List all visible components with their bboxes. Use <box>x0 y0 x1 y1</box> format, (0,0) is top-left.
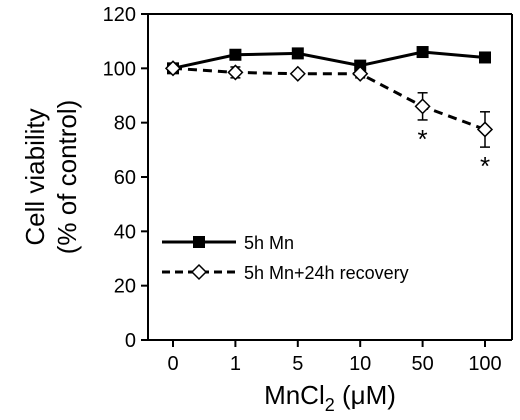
x-axis-title-subscript: 2 <box>325 395 335 415</box>
y-axis-title-line2: (% of control) <box>52 100 82 255</box>
x-axis-title-main: MnCl <box>264 380 325 410</box>
legend-marker-series-1 <box>193 236 205 248</box>
y-ticks: 0 20 40 60 80 100 120 <box>103 4 148 352</box>
annotations: ** <box>418 124 491 181</box>
y-tick-label: 40 <box>114 221 136 243</box>
legend-label-series-1: 5h Mn <box>244 233 294 253</box>
x-axis-title-unit: (μM) <box>335 380 396 410</box>
x-tick-label: 100 <box>468 353 501 375</box>
data-point-series-2 <box>164 60 182 77</box>
significance-marker: * <box>480 151 490 181</box>
y-tick-label: 60 <box>114 167 136 189</box>
series-line-1 <box>172 50 486 70</box>
data-point-series-2 <box>227 64 244 81</box>
data-point-series-1 <box>354 59 367 72</box>
y-tick-label: 100 <box>103 58 136 80</box>
x-axis-title: MnCl2 (μM) <box>264 380 396 415</box>
x-tick-label: 50 <box>411 353 433 375</box>
x-tick-label: 10 <box>349 353 371 375</box>
data-point-series-2 <box>352 65 369 82</box>
legend-label-series-2: 5h Mn+24h recovery <box>244 263 409 283</box>
x-tick-label: 0 <box>167 353 178 375</box>
data-point-series-1 <box>291 47 304 60</box>
data-point-series-1 <box>479 51 491 64</box>
legend-marker-series-2 <box>190 263 208 281</box>
x-tick-label: 1 <box>230 353 241 375</box>
legend: 5h Mn 5h Mn+24h recovery <box>162 233 409 283</box>
series-line-2 <box>172 66 486 131</box>
y-tick-label: 80 <box>114 113 136 135</box>
series-layer <box>164 46 494 148</box>
data-point-series-1 <box>229 48 242 61</box>
data-point-series-1 <box>416 46 429 59</box>
y-tick-label: 120 <box>103 4 136 26</box>
x-ticks: 0 1 5 10 50 100 <box>167 340 502 375</box>
significance-marker: * <box>418 124 428 154</box>
data-point-series-2 <box>289 65 306 82</box>
y-tick-label: 0 <box>125 330 136 352</box>
data-point-series-2 <box>476 121 494 138</box>
x-tick-label: 5 <box>292 353 303 375</box>
y-tick-label: 20 <box>114 276 136 298</box>
data-point-series-2 <box>414 98 431 115</box>
y-axis-title-line1: Cell viability <box>20 108 50 245</box>
